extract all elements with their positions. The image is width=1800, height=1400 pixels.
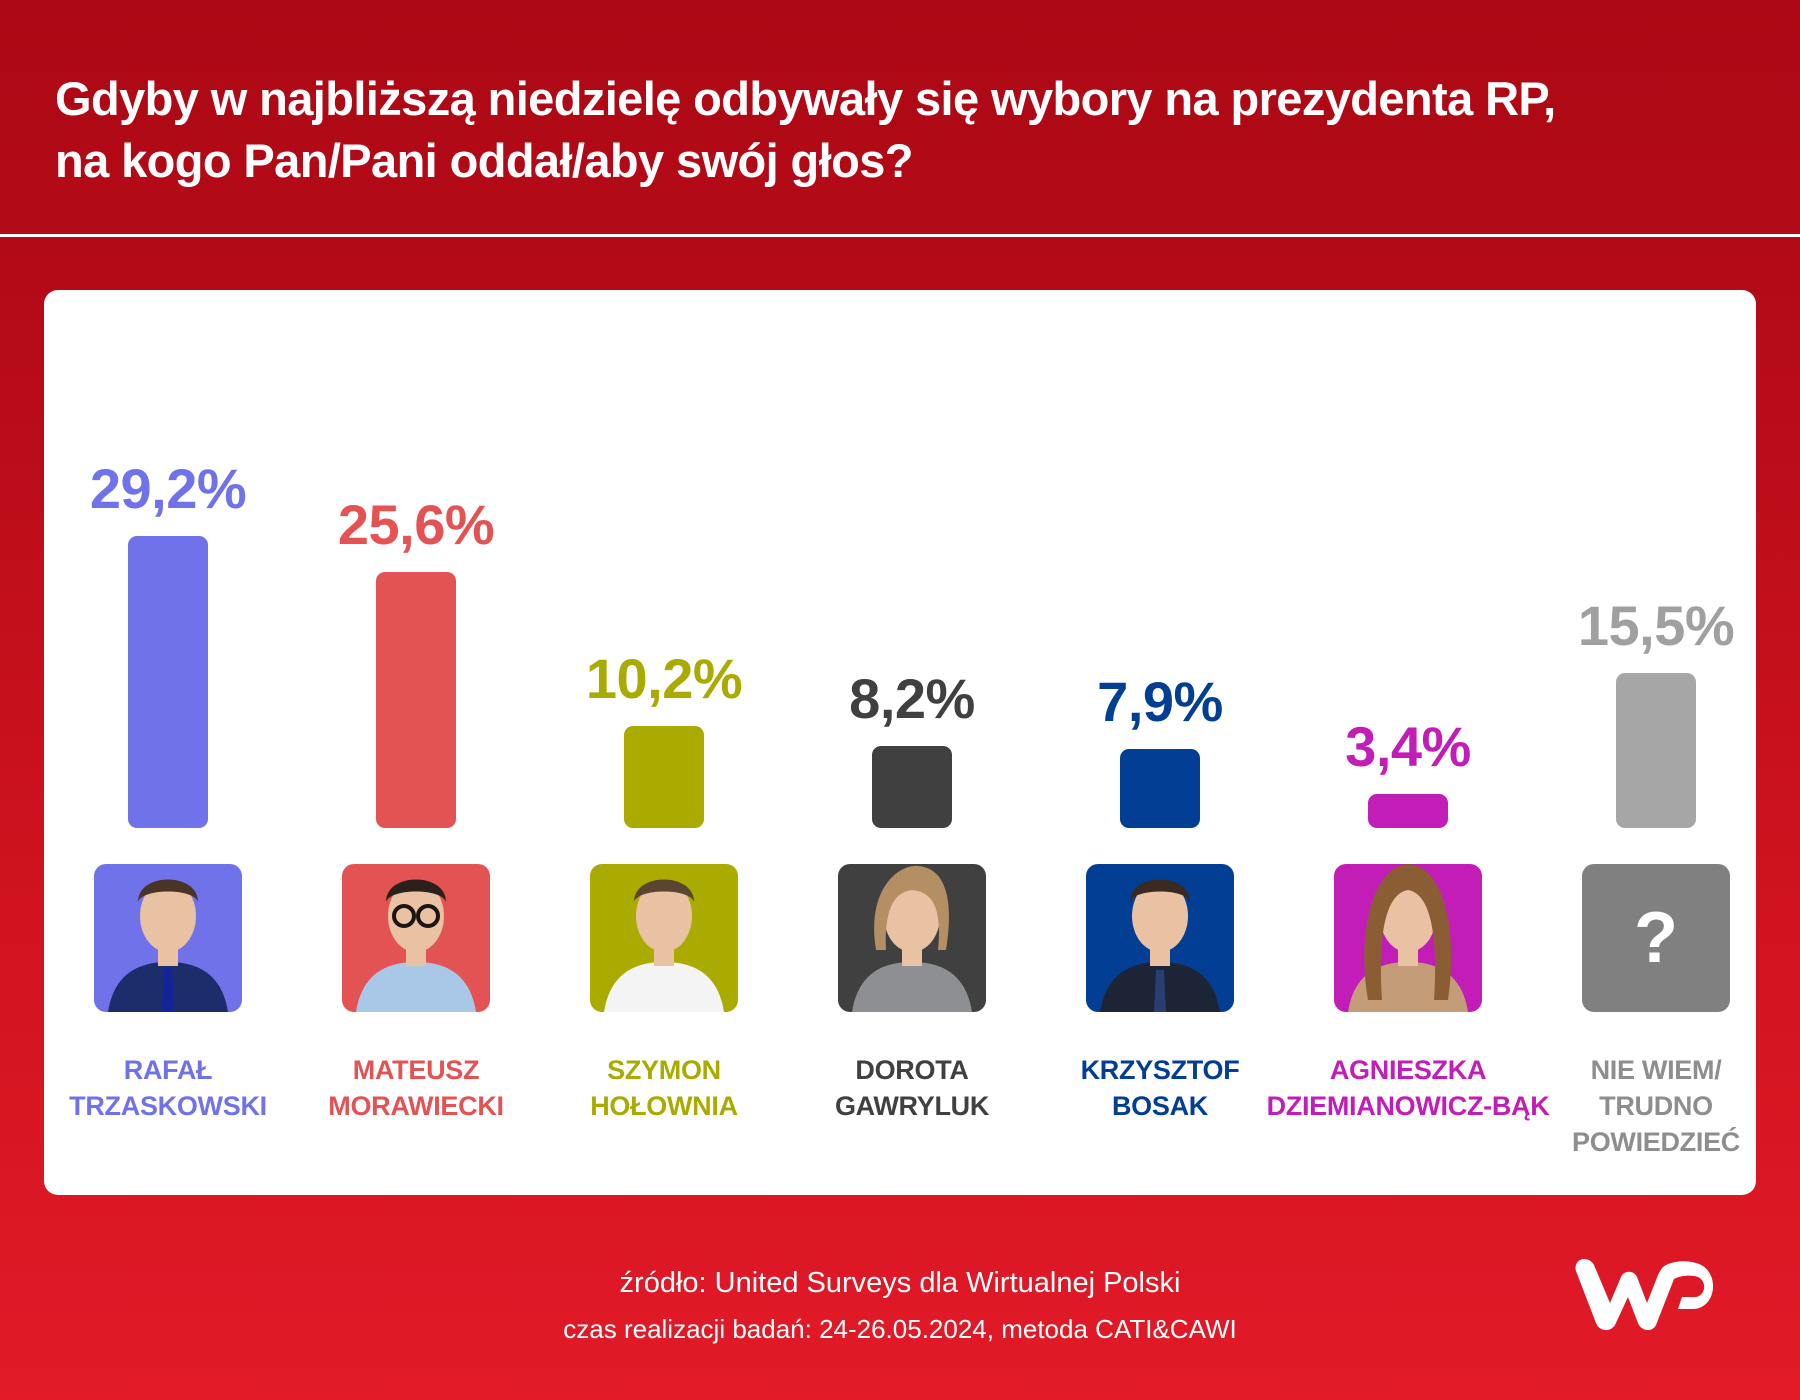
candidate-column: 25,6% MATEUSZ MORAWIECKI (292, 290, 540, 1195)
candidate-name-line: KRZYSZTOF (1080, 1055, 1240, 1085)
candidate-name: DOROTA GAWRYLUK (768, 1052, 1056, 1124)
wp-logo-icon (1575, 1259, 1714, 1331)
bar (1368, 794, 1448, 828)
value-label: 29,2% (89, 457, 247, 520)
bar (624, 726, 704, 828)
candidate-column: 7,9% KRZYSZTOF BOSAK (1036, 290, 1284, 1195)
candidate-name-line: HOŁOWNIA (590, 1091, 738, 1121)
question-mark-icon: ? (1582, 864, 1730, 1012)
candidate-name: KRZYSZTOF BOSAK (1016, 1052, 1304, 1124)
candidate-name-line: BOSAK (1111, 1091, 1208, 1121)
candidate-photo (342, 864, 490, 1012)
candidate-name-line: NIE WIEM/ (1590, 1055, 1722, 1085)
value-label: 8,2% (849, 667, 975, 730)
bar (376, 572, 456, 828)
candidate-name-line: MORAWIECKI (328, 1091, 504, 1121)
candidate-name-line: SZYMON (607, 1055, 721, 1085)
value-label: 15,5% (1577, 594, 1735, 657)
candidate-column: 29,2% RAFAŁ TRZASKOWSKI (44, 290, 292, 1195)
candidate-name-line: AGNIESZKA (1329, 1055, 1487, 1085)
header-divider (0, 234, 1800, 237)
bar (1120, 749, 1200, 828)
value-label: 3,4% (1345, 715, 1471, 778)
candidate-name: RAFAŁ TRZASKOWSKI (24, 1052, 312, 1124)
title-line-1: Gdyby w najbliższą niedzielę odbywały si… (55, 72, 1556, 125)
value-label: 10,2% (585, 647, 743, 710)
title-line-2: na kogo Pan/Pani oddał/aby swój głos? (55, 134, 913, 187)
value-label: 7,9% (1097, 670, 1223, 733)
candidate-name: AGNIESZKA DZIEMIANOWICZ-BĄK (1264, 1052, 1552, 1124)
candidate-photo (94, 864, 242, 1012)
candidate-photo (590, 864, 738, 1012)
candidate-column: 8,2% DOROTA GAWRYLUK (788, 290, 1036, 1195)
candidate-column: 10,2% SZYMON HOŁOWNIA (540, 290, 788, 1195)
candidate-name-line: MATEUSZ (352, 1055, 480, 1085)
candidate-name: MATEUSZ MORAWIECKI (272, 1052, 560, 1124)
candidate-column: 15,5%? NIE WIEM/TRUDNO POWIEDZIEĆ (1532, 290, 1780, 1195)
candidate-name: SZYMON HOŁOWNIA (520, 1052, 808, 1124)
candidate-name: NIE WIEM/TRUDNO POWIEDZIEĆ (1512, 1052, 1800, 1160)
source-text: źródło: United Surveys dla Wirtualnej Po… (619, 1267, 1181, 1299)
header: Gdyby w najbliższą niedzielę odbywały si… (0, 0, 1800, 234)
candidate-photo (1334, 864, 1482, 1012)
candidate-photo (838, 864, 986, 1012)
bar (1616, 673, 1696, 828)
value-label: 25,6% (337, 493, 495, 556)
candidate-name-line: TRZASKOWSKI (69, 1091, 267, 1121)
method-text: czas realizacji badań: 24-26.05.2024, me… (563, 1314, 1237, 1344)
candidate-name-line: RAFAŁ (123, 1055, 213, 1085)
bar (128, 536, 208, 828)
candidate-photo (1086, 864, 1234, 1012)
candidate-name-line: TRUDNO (1599, 1091, 1713, 1121)
candidate-name-line: POWIEDZIEĆ (1571, 1127, 1740, 1157)
candidate-column: 3,4% AGNIESZKA DZIEMIANOWICZ-BĄK (1267, 290, 1550, 1195)
candidate-name-line: GAWRYLUK (834, 1091, 990, 1121)
bar (872, 746, 952, 828)
chart-card: 29,2% RAFAŁ TRZASKOWSKI 25,6% MATEUSZ MORAWIE… (44, 290, 1756, 1195)
candidate-name-line: DZIEMIANOWICZ-BĄK (1266, 1091, 1550, 1121)
chart-title: Gdyby w najbliższą niedzielę odbywały si… (55, 68, 1755, 192)
footer: źródło: United Surveys dla Wirtualnej Po… (0, 1195, 1800, 1400)
candidate-name-line: DOROTA (855, 1055, 969, 1085)
